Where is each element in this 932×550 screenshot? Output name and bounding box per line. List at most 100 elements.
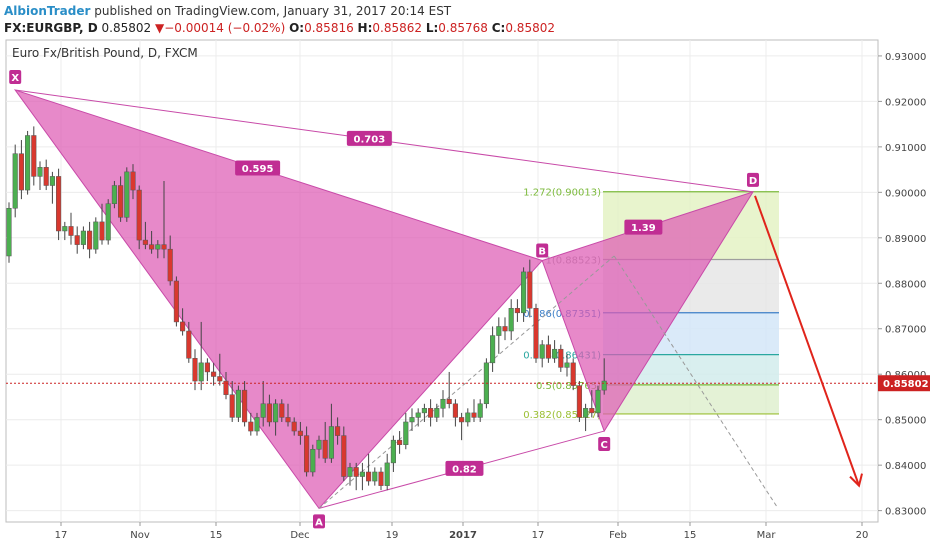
pattern-ratio-label: 0.82 (452, 464, 477, 475)
pattern-point-label: X (11, 73, 19, 84)
x-tick-label: Dec (290, 530, 309, 541)
x-tick-label: Mar (757, 530, 777, 541)
y-tick-label: 0.90000 (885, 188, 926, 199)
candle (87, 230, 93, 250)
x-tick-label: 2017 (449, 530, 477, 541)
candle (595, 389, 601, 414)
candle (229, 394, 235, 418)
pattern-point-marker[interactable] (313, 514, 325, 529)
dashed-trend-line (613, 255, 779, 509)
candle (304, 435, 310, 473)
candle (204, 362, 210, 373)
candle (254, 417, 260, 432)
y-tick-label: 0.88000 (885, 279, 926, 290)
pattern-ratio-badge[interactable] (346, 130, 392, 146)
candle (273, 403, 279, 423)
candle (310, 448, 316, 473)
candle (142, 239, 148, 245)
low-value: 0.85768 (438, 21, 488, 35)
candle (37, 167, 43, 177)
candle (347, 467, 353, 477)
candle (266, 403, 272, 423)
x-tick-label: Feb (609, 530, 627, 541)
candle (378, 471, 384, 486)
pattern-point-marker[interactable] (747, 172, 759, 187)
candle (359, 471, 365, 477)
y-tick-label: 0.87000 (885, 325, 926, 336)
pattern-ratio-badge[interactable] (235, 160, 281, 176)
close-label: C: (491, 21, 506, 35)
projection-arrow-line[interactable] (754, 195, 860, 486)
candle (62, 226, 68, 232)
candle (124, 171, 130, 218)
candle (111, 185, 117, 204)
candle (186, 330, 192, 359)
symbol-label: FX:EURGBP, D (4, 21, 98, 35)
candle (583, 408, 589, 418)
candle (136, 189, 142, 241)
y-tick-label: 0.84000 (885, 461, 926, 472)
candle (545, 344, 551, 359)
high-label: H: (357, 21, 373, 35)
candle (173, 280, 179, 323)
candle (335, 426, 341, 436)
last-price: 0.85802 (101, 21, 152, 35)
candle (99, 221, 105, 241)
candle (279, 403, 285, 418)
author-link[interactable]: AlbionTrader (4, 4, 91, 18)
candle (409, 417, 415, 423)
candle (390, 439, 396, 464)
x-tick-label: 19 (386, 530, 399, 541)
candle (477, 403, 483, 418)
pattern-point-marker[interactable] (9, 70, 22, 85)
pattern-point-marker[interactable] (598, 437, 611, 452)
candle (496, 326, 502, 336)
candle (384, 462, 390, 486)
candle (118, 185, 124, 218)
candle (421, 408, 427, 414)
candle (211, 371, 217, 377)
open-value: 0.85816 (304, 21, 354, 35)
last-price-tag-label: 0.85802 (883, 379, 929, 390)
projection-arrow-head (849, 473, 863, 488)
pattern-ratio-label: 0.595 (242, 164, 274, 175)
x-tick-label: 15 (210, 530, 223, 541)
candle (521, 271, 527, 314)
candle (180, 321, 186, 332)
pattern-point-marker[interactable] (536, 243, 549, 258)
x-tick-label: Nov (130, 530, 150, 541)
y-tick-label: 0.89000 (885, 234, 926, 245)
fib-level-label: 0.5(0.85765) (536, 381, 601, 392)
last-price-tag (878, 375, 930, 392)
pattern-ratio-badge[interactable] (445, 460, 484, 476)
candle (533, 308, 539, 359)
candle (452, 403, 458, 418)
candle (223, 380, 229, 395)
candle (80, 230, 86, 245)
candle (415, 412, 421, 418)
candle (56, 176, 62, 232)
pattern-ratio-badge[interactable] (624, 219, 663, 235)
candle (459, 417, 465, 423)
candle (149, 244, 155, 250)
candle (428, 408, 434, 418)
candle (440, 398, 446, 409)
candle (446, 398, 452, 405)
chart-title: Euro Fx/British Pound, D, FXCM (12, 46, 198, 60)
candle (328, 426, 334, 459)
fib-zone (603, 384, 779, 414)
pattern-point-label: C (601, 440, 608, 451)
candle (539, 344, 545, 359)
candle (601, 380, 607, 391)
candle (161, 244, 167, 250)
pattern-ratio-label: 0.703 (354, 134, 386, 145)
candle (49, 176, 55, 186)
x-tick-label: 17 (55, 530, 68, 541)
publish-header: AlbionTrader published on TradingView.co… (4, 4, 451, 18)
candle (235, 389, 241, 418)
candle (31, 135, 37, 177)
candle (471, 412, 477, 418)
y-tick-label: 0.83000 (885, 507, 926, 518)
candle (248, 421, 254, 432)
